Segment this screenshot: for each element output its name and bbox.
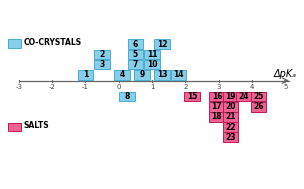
Text: 11: 11 bbox=[147, 50, 157, 59]
FancyBboxPatch shape bbox=[223, 102, 238, 112]
FancyBboxPatch shape bbox=[144, 60, 160, 69]
Text: 18: 18 bbox=[212, 112, 222, 121]
Text: 15: 15 bbox=[187, 92, 197, 101]
Text: -2: -2 bbox=[49, 84, 56, 90]
FancyBboxPatch shape bbox=[209, 112, 225, 122]
Text: 2: 2 bbox=[183, 84, 188, 90]
Text: 1: 1 bbox=[150, 84, 154, 90]
Text: 19: 19 bbox=[225, 92, 236, 101]
Text: 5: 5 bbox=[283, 84, 288, 90]
FancyBboxPatch shape bbox=[223, 122, 238, 132]
Text: 14: 14 bbox=[173, 70, 184, 79]
Text: -1: -1 bbox=[82, 84, 89, 90]
FancyBboxPatch shape bbox=[94, 60, 110, 69]
Text: 0: 0 bbox=[116, 84, 121, 90]
FancyBboxPatch shape bbox=[8, 40, 21, 48]
FancyBboxPatch shape bbox=[251, 102, 266, 112]
FancyBboxPatch shape bbox=[236, 92, 251, 101]
Text: 5: 5 bbox=[133, 50, 138, 59]
FancyBboxPatch shape bbox=[8, 123, 21, 131]
Text: 21: 21 bbox=[225, 112, 236, 121]
FancyBboxPatch shape bbox=[223, 132, 238, 142]
Text: 8: 8 bbox=[124, 92, 130, 101]
Text: 23: 23 bbox=[225, 133, 236, 142]
FancyBboxPatch shape bbox=[184, 92, 200, 101]
Text: 2: 2 bbox=[99, 50, 105, 59]
Text: 4: 4 bbox=[250, 84, 254, 90]
Text: 24: 24 bbox=[238, 92, 249, 101]
Text: 26: 26 bbox=[253, 102, 264, 111]
FancyBboxPatch shape bbox=[134, 70, 150, 80]
FancyBboxPatch shape bbox=[251, 92, 266, 101]
FancyBboxPatch shape bbox=[94, 50, 110, 59]
Text: -3: -3 bbox=[15, 84, 22, 90]
Text: 1: 1 bbox=[83, 70, 88, 79]
Text: 3: 3 bbox=[99, 60, 105, 69]
Text: 9: 9 bbox=[139, 70, 145, 79]
FancyBboxPatch shape bbox=[144, 50, 160, 59]
Text: 22: 22 bbox=[225, 122, 236, 132]
FancyBboxPatch shape bbox=[154, 40, 170, 49]
FancyBboxPatch shape bbox=[128, 50, 143, 59]
Text: 17: 17 bbox=[212, 102, 222, 111]
FancyBboxPatch shape bbox=[119, 92, 135, 101]
FancyBboxPatch shape bbox=[154, 70, 170, 80]
Text: CO-CRYSTALS: CO-CRYSTALS bbox=[24, 38, 82, 47]
FancyBboxPatch shape bbox=[209, 102, 225, 112]
Text: 7: 7 bbox=[133, 60, 138, 69]
Text: 16: 16 bbox=[212, 92, 222, 101]
FancyBboxPatch shape bbox=[223, 112, 238, 122]
Text: 6: 6 bbox=[133, 40, 138, 49]
FancyBboxPatch shape bbox=[78, 70, 93, 80]
Text: 12: 12 bbox=[157, 40, 167, 49]
FancyBboxPatch shape bbox=[171, 70, 186, 80]
FancyBboxPatch shape bbox=[209, 92, 225, 101]
Text: 4: 4 bbox=[119, 70, 125, 79]
Text: 3: 3 bbox=[216, 84, 221, 90]
Text: 13: 13 bbox=[157, 70, 167, 79]
FancyBboxPatch shape bbox=[223, 92, 238, 101]
Text: 10: 10 bbox=[147, 60, 157, 69]
FancyBboxPatch shape bbox=[128, 60, 143, 69]
Text: 25: 25 bbox=[254, 92, 264, 101]
FancyBboxPatch shape bbox=[114, 70, 130, 80]
Text: ΔpKₐ: ΔpKₐ bbox=[274, 69, 297, 79]
Text: SALTS: SALTS bbox=[24, 121, 50, 130]
FancyBboxPatch shape bbox=[128, 40, 143, 49]
Text: 20: 20 bbox=[225, 102, 236, 111]
